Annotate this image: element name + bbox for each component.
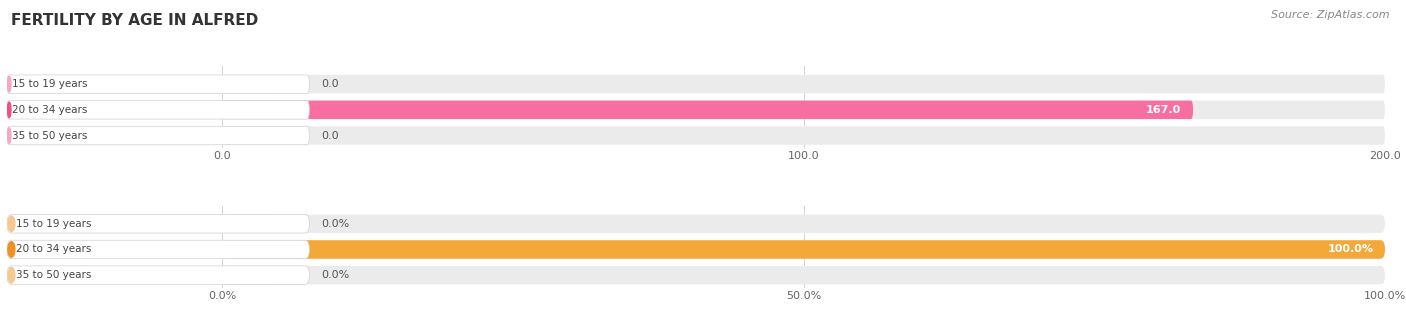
Text: 0.0%: 0.0% — [321, 219, 349, 229]
FancyBboxPatch shape — [222, 240, 1385, 259]
Text: Source: ZipAtlas.com: Source: ZipAtlas.com — [1271, 10, 1389, 20]
FancyBboxPatch shape — [7, 214, 309, 233]
FancyBboxPatch shape — [222, 266, 274, 284]
FancyBboxPatch shape — [222, 101, 1194, 119]
FancyBboxPatch shape — [7, 75, 309, 93]
FancyBboxPatch shape — [222, 126, 1385, 145]
Circle shape — [8, 267, 15, 283]
Circle shape — [8, 242, 15, 257]
FancyBboxPatch shape — [222, 240, 1385, 259]
Text: 35 to 50 years: 35 to 50 years — [15, 270, 91, 280]
FancyBboxPatch shape — [222, 266, 1385, 284]
Text: 15 to 19 years: 15 to 19 years — [15, 219, 91, 229]
FancyBboxPatch shape — [222, 101, 1385, 119]
Text: 0.0: 0.0 — [321, 79, 339, 89]
Text: 100.0%: 100.0% — [1327, 245, 1374, 255]
FancyBboxPatch shape — [222, 214, 274, 233]
Circle shape — [8, 216, 15, 232]
FancyBboxPatch shape — [7, 266, 309, 284]
Text: 0.0%: 0.0% — [321, 270, 349, 280]
FancyBboxPatch shape — [222, 75, 274, 93]
Text: 35 to 50 years: 35 to 50 years — [11, 130, 87, 140]
FancyBboxPatch shape — [222, 75, 1385, 93]
Text: 20 to 34 years: 20 to 34 years — [11, 105, 87, 115]
Text: FERTILITY BY AGE IN ALFRED: FERTILITY BY AGE IN ALFRED — [11, 13, 259, 28]
Text: 15 to 19 years: 15 to 19 years — [11, 79, 87, 89]
Circle shape — [7, 128, 11, 143]
FancyBboxPatch shape — [7, 240, 309, 259]
FancyBboxPatch shape — [7, 101, 309, 119]
FancyBboxPatch shape — [222, 214, 1385, 233]
Text: 167.0: 167.0 — [1146, 105, 1181, 115]
Circle shape — [7, 76, 11, 92]
FancyBboxPatch shape — [222, 126, 274, 145]
Circle shape — [7, 102, 11, 118]
FancyBboxPatch shape — [7, 126, 309, 145]
Text: 0.0: 0.0 — [321, 130, 339, 140]
Text: 20 to 34 years: 20 to 34 years — [15, 245, 91, 255]
